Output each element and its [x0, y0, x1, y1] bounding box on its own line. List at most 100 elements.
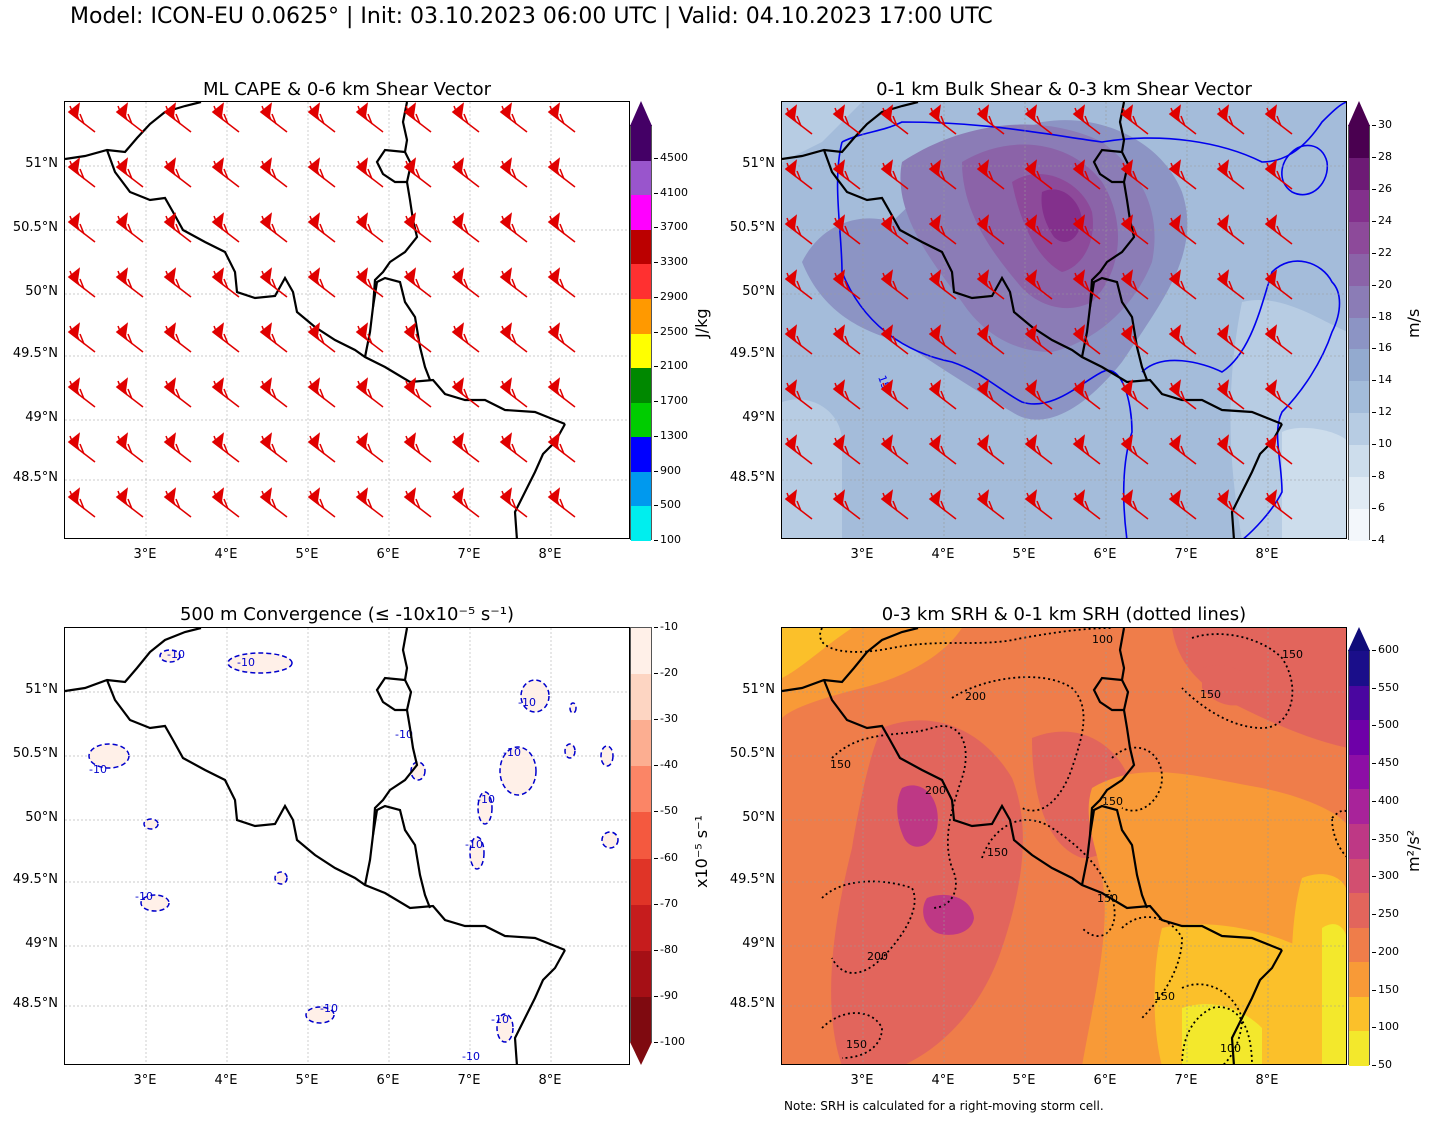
wind-barb: [115, 322, 144, 353]
wind-barb: [259, 377, 288, 408]
wind-barb: [832, 159, 861, 190]
wind-barb: [115, 102, 144, 133]
wind-barb: [211, 157, 240, 188]
wind-barb: [547, 212, 576, 243]
colorbar-tick-label: 1300: [654, 428, 688, 442]
wind-barb: [67, 487, 96, 518]
wind-barb: [403, 212, 432, 243]
wind-barb: [1120, 379, 1149, 410]
shear-map-svg: 15: [782, 102, 1346, 538]
colorbar-segment: [631, 506, 651, 542]
contour-label: 100: [1092, 633, 1113, 646]
wind-barb: [355, 157, 384, 188]
wind-barb: [832, 324, 861, 355]
wind-barb: [1024, 159, 1053, 190]
lon-tick-label: 7°E: [1174, 547, 1198, 562]
contour-label: 200: [965, 690, 986, 703]
colorbar-tick-label: 3700: [654, 220, 688, 234]
wind-barb: [1072, 269, 1101, 300]
colorbar-segment: [1349, 651, 1369, 687]
wind-barb: [1216, 324, 1245, 355]
wind-barb: [976, 434, 1005, 465]
wind-barb: [499, 432, 528, 463]
colorbar-tick-label: 20: [1372, 277, 1392, 291]
colorbar-segment: [1349, 445, 1369, 478]
wind-barb: [880, 214, 909, 245]
colorbar-segment: [631, 950, 651, 998]
srh-fill-contours: [782, 628, 1346, 1064]
conv-map[interactable]: -10 -10 -10 -10 -10 -10 -10 -10 -10 -10 -10 -10: [64, 627, 630, 1065]
lat-tick-label: 51°N: [25, 682, 58, 697]
wind-barb: [67, 377, 96, 408]
lat-tick-label: 50.5°N: [729, 220, 775, 235]
wind-barb: [307, 267, 336, 298]
wind-barb: [784, 269, 813, 300]
colorbar-segment: [631, 402, 651, 438]
wind-barb: [163, 102, 192, 133]
conv-colorbar-extend-arrow: [630, 1042, 652, 1065]
wind-barb: [211, 487, 240, 518]
colorbar-segment: [1349, 685, 1369, 721]
figure-title: Model: ICON-EU 0.0625° | Init: 03.10.202…: [70, 4, 993, 29]
lat-tick-label: 48.5°N: [12, 470, 58, 485]
wind-barb: [67, 322, 96, 353]
wind-barb: [403, 102, 432, 133]
wind-barb: [499, 102, 528, 133]
colorbar-segment: [1349, 893, 1369, 929]
wind-barb: [976, 104, 1005, 135]
wind-barb: [307, 377, 336, 408]
wind-barb: [115, 157, 144, 188]
colorbar-tick-label: 14: [1372, 373, 1392, 387]
wind-barb: [451, 157, 480, 188]
colorbar-segment: [631, 996, 651, 1044]
lon-tick-label: 6°E: [376, 1073, 400, 1088]
convergence-contour-labels: -10 -10 -10 -10 -10 -10 -10 -10 -10 -10 -10 -10: [89, 648, 536, 1063]
wind-barb: [211, 322, 240, 353]
colorbar-segment: [1349, 927, 1369, 963]
colorbar-tick-label: -100: [654, 1035, 685, 1048]
wind-barb: [1024, 214, 1053, 245]
gridlines: [65, 628, 629, 1064]
lon-tick-label: 3°E: [850, 1073, 874, 1088]
wind-barb: [880, 104, 909, 135]
wind-barb: [1264, 324, 1293, 355]
contour-label: -10: [395, 728, 413, 741]
colorbar-segment: [631, 904, 651, 952]
colorbar-segment: [1349, 221, 1369, 255]
colorbar-tick-label: -80: [654, 942, 678, 956]
wind-barb: [1072, 214, 1101, 245]
gridlines: [782, 102, 1346, 538]
wind-barb: [1264, 214, 1293, 245]
shear-map[interactable]: 15: [781, 101, 1347, 539]
srh-contour-labels: 100 150 200 150 150 200 150 150 150 200 150 100 150: [830, 633, 1303, 1055]
wind-barb: [1072, 324, 1101, 355]
wind-barb: [115, 377, 144, 408]
wind-barb: [547, 157, 576, 188]
wind-barb: [355, 212, 384, 243]
wind-barb: [451, 322, 480, 353]
wind-barb: [307, 322, 336, 353]
colorbar-tick-label: 350: [1372, 831, 1399, 845]
wind-barb: [832, 434, 861, 465]
colorbar-tick-label: 16: [1372, 341, 1392, 355]
srh-map[interactable]: 100 150 200 150 150 200 150 150 150 200 150 100 150: [781, 627, 1347, 1065]
lat-tick-label: 49°N: [25, 936, 58, 951]
wind-barb: [547, 487, 576, 518]
colorbar-segment: [631, 229, 651, 265]
srh-colorbar-extend-arrow: [1348, 627, 1370, 651]
colorbar-tick-label: 24: [1372, 213, 1392, 227]
cape-map[interactable]: [64, 101, 630, 539]
colorbar-segment: [631, 126, 651, 162]
wind-barb: [259, 322, 288, 353]
colorbar-segment: [1349, 349, 1369, 382]
colorbar-tick-label: 200: [1372, 944, 1399, 958]
lon-tick-label: 3°E: [133, 1073, 157, 1088]
wind-barb: [1264, 379, 1293, 410]
wind-barb: [499, 377, 528, 408]
lon-tick-label: 3°E: [133, 547, 157, 562]
colorbar-segment: [631, 264, 651, 300]
lat-tick-label: 49.5°N: [729, 872, 775, 887]
srh-colorbar-label: m²/s²: [1404, 829, 1423, 872]
wind-barb: [784, 434, 813, 465]
colorbar-segment: [631, 628, 651, 675]
